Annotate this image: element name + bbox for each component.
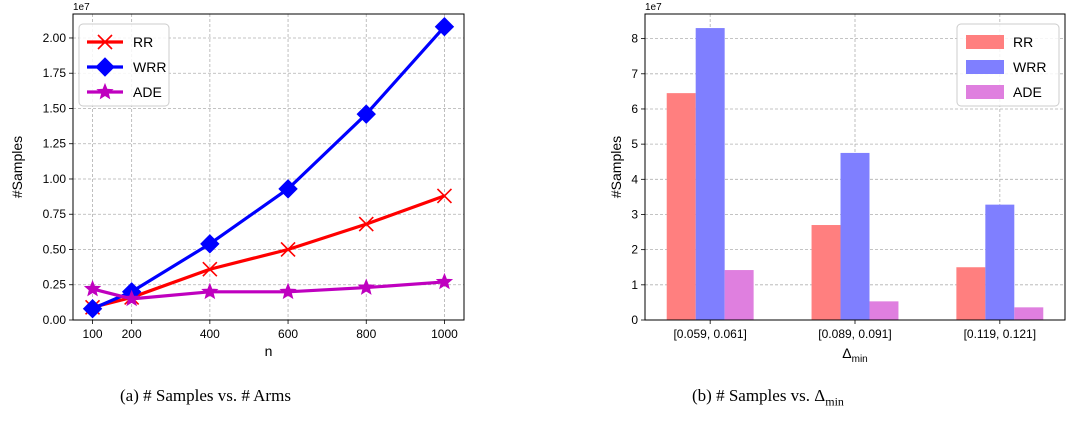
a-ytick-label: 1.25 bbox=[43, 137, 67, 151]
b-ylabel: #Samples bbox=[608, 136, 624, 198]
b-ytick-label: 4 bbox=[631, 172, 638, 186]
a-xtick-label: 1000 bbox=[431, 327, 458, 341]
b-xtick-label: [0.119, 0.121] bbox=[964, 327, 1037, 341]
series-ade-point bbox=[201, 282, 219, 300]
b-plot-frame bbox=[644, 13, 1066, 321]
legend-ade-label: ADE bbox=[133, 84, 162, 100]
caption-a: (a) # Samples vs. # Arms bbox=[120, 386, 291, 405]
chart-samples-vs-delta-min: 0 1 2 3 4 5 6 7 8 [0.059, 0.061] [0.089, 0.091] [0.… bbox=[608, 2, 1066, 365]
caption-b: (b) # Samples vs. Δmin bbox=[692, 386, 844, 409]
series-ade-point bbox=[435, 272, 454, 290]
series-rr-line bbox=[92, 194, 445, 309]
a-xtick-label: 200 bbox=[122, 327, 142, 341]
series-ade-point bbox=[279, 282, 297, 300]
legend-wrr-label: WRR bbox=[133, 59, 166, 75]
a-y-multiplier: 1e7 bbox=[73, 2, 90, 13]
a-ytick-label: 0.00 bbox=[43, 313, 67, 327]
b-ytick-label: 5 bbox=[631, 137, 638, 151]
series-ade-point bbox=[123, 289, 141, 307]
bar-wrr bbox=[695, 28, 725, 320]
series-wrr-point bbox=[200, 234, 220, 254]
a-xtick-label: 400 bbox=[200, 327, 220, 341]
a-plot-frame bbox=[72, 13, 465, 321]
a-ytick-label: 1.75 bbox=[43, 66, 67, 80]
legend-rr-label: RR bbox=[133, 34, 153, 50]
series-wrr-point bbox=[434, 16, 455, 37]
series-wrr-point bbox=[82, 299, 103, 319]
bar-rr bbox=[666, 93, 696, 320]
bar-wrr bbox=[840, 152, 870, 320]
chart-samples-vs-arms: 0.00 0.25 0.50 0.75 1.00 1.25 1.50 1.75 2.00 100 2… bbox=[9, 2, 465, 359]
series-rr-point bbox=[436, 188, 453, 204]
a-ytick-label: 0.25 bbox=[43, 278, 67, 292]
b-ytick-label: 7 bbox=[631, 67, 638, 81]
b-ytick-label: 6 bbox=[631, 102, 638, 116]
legend-wrr-marker bbox=[95, 57, 115, 77]
bar-rr bbox=[811, 225, 841, 320]
series-rr-point bbox=[358, 216, 374, 232]
legend-ade-label: ADE bbox=[1013, 84, 1042, 100]
legend-ade-swatch bbox=[966, 85, 1004, 99]
legend-wrr-label: WRR bbox=[1013, 59, 1046, 75]
b-legend: RR WRR ADE bbox=[956, 23, 1060, 107]
a-xtick-label: 100 bbox=[83, 327, 103, 341]
legend-wrr-swatch bbox=[966, 60, 1004, 74]
series-ade-point bbox=[357, 278, 375, 295]
b-xtick-label: [0.089, 0.091] bbox=[818, 327, 891, 341]
b-ytick-label: 1 bbox=[631, 278, 638, 292]
bar-ade bbox=[1014, 307, 1044, 320]
legend-rr-marker bbox=[97, 34, 113, 50]
b-y-multiplier: 1e7 bbox=[645, 2, 662, 13]
b-xlabel-symbol: Δ bbox=[842, 345, 851, 361]
a-ytick-label: 1.50 bbox=[43, 101, 67, 115]
a-ytick-label: 2.00 bbox=[43, 31, 67, 45]
a-ytick-label: 0.75 bbox=[43, 207, 67, 221]
b-xlabel-subscript: min bbox=[852, 354, 868, 365]
bar-ade bbox=[724, 270, 754, 320]
bar-wrr bbox=[985, 204, 1015, 320]
bar-rr bbox=[956, 267, 986, 320]
bar-ade bbox=[869, 301, 899, 320]
a-legend: RR WRR ADE bbox=[78, 23, 170, 107]
series-rr-point bbox=[202, 261, 218, 277]
b-ytick-label: 3 bbox=[631, 207, 638, 221]
a-ytick-label: 1.00 bbox=[43, 172, 67, 186]
a-ytick-label: 0.50 bbox=[43, 242, 67, 256]
b-xtick-label: [0.059, 0.061] bbox=[673, 327, 746, 341]
series-wrr-point bbox=[356, 104, 376, 124]
caption-b-text: (b) # Samples vs. Δ bbox=[692, 386, 826, 405]
legend-ade-marker bbox=[96, 82, 114, 100]
legend-rr-label: RR bbox=[1013, 34, 1033, 50]
series-rr-point bbox=[280, 241, 296, 258]
a-ylabel: #Samples bbox=[9, 136, 25, 198]
b-ytick-label: 8 bbox=[631, 32, 638, 46]
a-xtick-label: 800 bbox=[356, 327, 376, 341]
b-xlabel: Δmin bbox=[842, 345, 867, 365]
a-xlabel: n bbox=[265, 343, 273, 359]
a-xtick-label: 600 bbox=[278, 327, 298, 341]
b-ytick-label: 0 bbox=[631, 313, 638, 327]
series-wrr-point bbox=[278, 179, 298, 199]
legend-rr-swatch bbox=[966, 35, 1004, 49]
b-ytick-label: 2 bbox=[631, 243, 638, 257]
caption-b-subscript: min bbox=[825, 394, 844, 409]
series-ade-point bbox=[83, 279, 102, 297]
